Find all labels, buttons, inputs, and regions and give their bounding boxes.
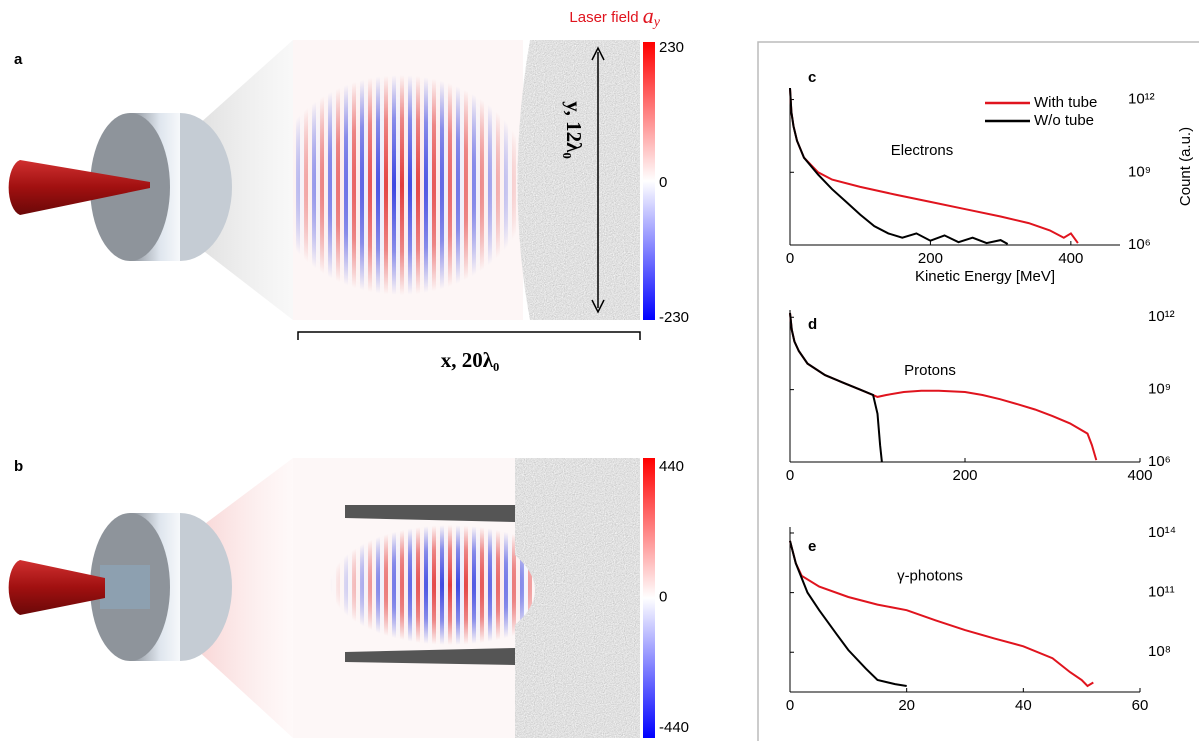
colorbar-tick-label: 0 — [659, 588, 667, 605]
y-tick-label: 10¹¹ — [1148, 584, 1175, 601]
field-symbol: a — [643, 3, 654, 28]
field-label: Laser field — [569, 9, 638, 26]
x-tick-label: 200 — [918, 250, 943, 267]
annotation: γ-photons — [897, 567, 963, 584]
y-tick-label: 10⁹ — [1148, 381, 1171, 398]
annotation: Protons — [904, 362, 956, 379]
tube-wall — [345, 505, 515, 522]
series-line — [789, 312, 883, 463]
y-tick-label: 10⁶ — [1128, 236, 1151, 253]
x-tick-label: 20 — [898, 697, 915, 714]
tube — [100, 565, 150, 609]
y-axis-label: Count (a.u.) — [1177, 127, 1194, 206]
y-tick-label: 10¹² — [1128, 91, 1155, 108]
y-tick-label: 10⁹ — [1128, 163, 1151, 180]
panel-letter: b — [14, 458, 23, 475]
panel-letter: c — [808, 69, 816, 86]
x-tick-label: 400 — [1127, 467, 1152, 484]
x-extent — [297, 331, 641, 340]
colorbar-tick-label: 0 — [659, 174, 667, 191]
colorbar — [643, 42, 655, 320]
colorbar-tick-label: 440 — [659, 458, 684, 475]
x-tick-label: 0 — [786, 697, 794, 714]
y-extent-label: y, 12λ₀ — [562, 101, 586, 158]
colorbar-title: Laser field ay — [569, 3, 660, 30]
laser-cone — [8, 160, 150, 215]
colorbar-tick-label: -230 — [659, 309, 689, 326]
colorbar — [643, 458, 655, 738]
colorbar-ticks: 230 0 -230 — [659, 39, 689, 326]
laser-cone — [8, 560, 105, 615]
colorbar-tick-label: 230 — [659, 39, 684, 56]
colorbar-tick-label: -440 — [659, 719, 689, 736]
chart: 0 20 40 60 10⁸ 10¹¹ 10¹⁴ e γ-photons — [786, 524, 1176, 714]
x-tick-label: 200 — [952, 467, 977, 484]
y-tick-label: 10¹² — [1148, 308, 1175, 325]
y-tick-label: 10¹⁴ — [1148, 524, 1176, 541]
series-line — [789, 87, 1009, 245]
x-tick-label: 400 — [1058, 250, 1083, 267]
target-plasma — [517, 40, 640, 320]
chart: 0 200 400 10⁶ 10⁹ 10¹² c Electrons Kinetic Energ… — [786, 69, 1194, 285]
series-line — [789, 312, 1098, 461]
x-tick-label: 60 — [1132, 697, 1149, 714]
chart-frame — [757, 41, 1199, 741]
arrow-heads — [591, 46, 605, 314]
y-tick-label: 10⁸ — [1148, 643, 1171, 660]
laser-field — [293, 70, 523, 300]
legend-label: With tube — [1034, 94, 1097, 111]
x-tick-label: 40 — [1015, 697, 1032, 714]
tube-wall — [345, 648, 515, 665]
target-plasma — [515, 458, 640, 738]
panel-letter: d — [808, 316, 817, 333]
field-subscript: y — [652, 15, 661, 30]
panel-letter: a — [14, 51, 23, 68]
series-line — [789, 540, 907, 687]
x-tick-label: 0 — [786, 467, 794, 484]
y-tick-label: 10⁶ — [1148, 453, 1171, 470]
laser-field — [300, 525, 550, 645]
legend-label: W/o tube — [1034, 112, 1094, 129]
colorbar-ticks: 440 0 -440 — [659, 458, 689, 736]
panel-letter: e — [808, 538, 816, 555]
x-extent-label: x, 20λ₀ — [441, 348, 500, 372]
x-tick-label: 0 — [786, 250, 794, 267]
x-axis-label: Kinetic Energy [MeV] — [915, 268, 1055, 285]
series-line — [789, 540, 1094, 688]
annotation: Electrons — [891, 142, 954, 159]
